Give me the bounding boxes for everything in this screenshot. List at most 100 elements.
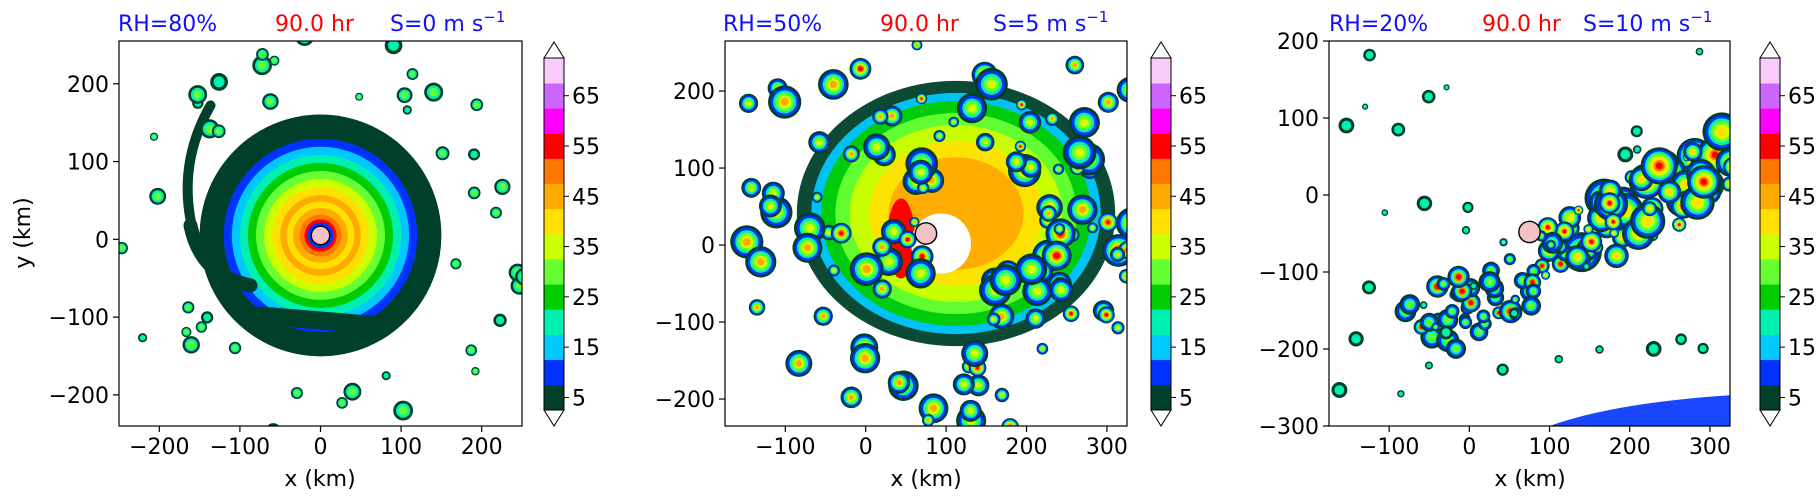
sheared-cell	[1573, 205, 1584, 216]
colorbar-swatch	[544, 108, 564, 134]
outer-cell	[1630, 125, 1643, 138]
y-tick-label: −200	[655, 388, 715, 413]
colorbar-tick-label: 5	[1788, 386, 1802, 411]
outer-cell	[465, 344, 478, 357]
colorbar-swatch	[544, 58, 564, 84]
outer-cell	[269, 55, 280, 66]
colorbar-swatch	[1151, 58, 1171, 84]
convective-cell	[792, 232, 823, 263]
convective-cell	[1068, 107, 1100, 139]
outer-cell	[1362, 103, 1369, 110]
colorbar-extend-bottom	[1150, 409, 1172, 427]
colorbar-extend-top	[1759, 41, 1781, 59]
outer-cell	[494, 178, 511, 195]
sheared-cell	[1479, 271, 1501, 293]
outer-cell	[424, 82, 444, 102]
y-tick-label: −100	[1259, 261, 1319, 286]
sheared-cell	[1499, 238, 1508, 247]
colorbar-swatch	[544, 158, 564, 185]
panel-3-shear-exp: −1	[1690, 8, 1712, 26]
x-tick-label: 200	[1609, 435, 1651, 460]
panel-1-storm-center-marker	[310, 225, 331, 246]
colorbar-swatch	[544, 234, 564, 260]
convective-cell	[745, 246, 777, 278]
convective-cell	[849, 57, 872, 80]
colorbar-frame	[543, 57, 565, 411]
convective-cell	[898, 230, 917, 249]
panel-1-reflectivity	[119, 41, 522, 426]
colorbar-swatch	[544, 359, 564, 386]
convective-cell	[1062, 305, 1080, 323]
outer-cell	[450, 258, 462, 270]
colorbar-frame	[1150, 57, 1172, 411]
colorbar-swatch	[1760, 309, 1780, 335]
colorbar-tick-label: 55	[572, 135, 600, 160]
outer-cell	[336, 397, 348, 409]
convective-cell	[758, 194, 782, 218]
sheared-cell	[1534, 258, 1550, 274]
sheared-cell	[1447, 265, 1470, 289]
panel-3: RH=20% 90.0 hr S=10 m s−1 −100 0 100 200 300…	[1259, 8, 1816, 492]
convective-cell	[1018, 110, 1042, 134]
colorbar-tick-label: 5	[572, 386, 586, 411]
panel-3-frame	[1328, 40, 1731, 427]
colorbar-swatch	[1151, 359, 1171, 386]
convective-cell	[975, 132, 995, 152]
outer-cell	[1361, 280, 1377, 295]
colorbar-swatch	[1760, 234, 1780, 260]
sheared-cell	[1580, 230, 1603, 253]
y-tick-label: −100	[49, 306, 109, 331]
y-tick-label: 200	[1277, 30, 1319, 55]
colorbar-tick-label: 5	[1179, 386, 1193, 411]
y-tick-label: −200	[49, 384, 109, 409]
colorbar-swatch	[1151, 309, 1171, 335]
colorbar-swatch	[544, 309, 564, 335]
outer-cell	[1421, 89, 1436, 104]
colorbar-tick-label: 55	[1788, 135, 1816, 160]
convective-cell	[1040, 205, 1057, 222]
sheared-cell	[1521, 295, 1542, 316]
outer-cell	[195, 321, 208, 333]
convective-cell	[1049, 277, 1074, 302]
convective-cell	[908, 159, 934, 185]
colorbar-swatch	[544, 259, 564, 285]
convective-cell	[1045, 111, 1060, 126]
outer-cell	[137, 333, 148, 343]
outer-cell	[1381, 209, 1389, 216]
convective-cell	[1019, 156, 1042, 178]
sheared-cell	[1444, 304, 1460, 319]
x-tick-label: 300	[1689, 435, 1731, 460]
outer-cell	[435, 146, 450, 161]
convective-cell	[905, 258, 936, 289]
outer-cell	[468, 148, 481, 161]
convective-cell	[881, 105, 903, 127]
x-tick-label: 300	[1086, 435, 1128, 460]
x-tick-label: 0	[1462, 435, 1476, 460]
outer-cell	[406, 68, 419, 80]
colorbar-swatch	[544, 83, 564, 109]
colorbar-swatch	[1151, 208, 1171, 235]
panel-2-field	[730, 41, 1127, 426]
panel-3-colorbar: 5 15 25 35 45 55 65	[1759, 41, 1816, 427]
outer-cell	[149, 132, 159, 141]
sheared-cell	[1583, 224, 1594, 235]
outer-cell	[1595, 345, 1604, 354]
convective-cell	[827, 264, 840, 277]
outer-cell	[182, 301, 195, 314]
colorbar-tick-label: 25	[572, 286, 600, 311]
sheared-cell	[1629, 203, 1666, 239]
outer-cell	[1397, 390, 1405, 398]
outer-cell	[1424, 361, 1433, 370]
outer-cell	[1419, 301, 1428, 309]
panel-3-plot-area	[1328, 40, 1731, 427]
panel-2-colorbar: 5 15 25 35 45 55 65	[1150, 41, 1207, 427]
convective-cell	[989, 264, 1022, 297]
sheared-cell	[1657, 180, 1682, 204]
convective-cell	[959, 399, 982, 422]
convective-cell	[1041, 240, 1072, 271]
colorbar-extend-bottom	[1759, 409, 1781, 427]
panel-3-reflectivity	[1331, 47, 1730, 426]
convective-cell	[986, 312, 1001, 327]
panel-2-shear-label: S=5 m s−1	[993, 8, 1108, 37]
panel-3-storm-center-marker	[1518, 220, 1541, 244]
